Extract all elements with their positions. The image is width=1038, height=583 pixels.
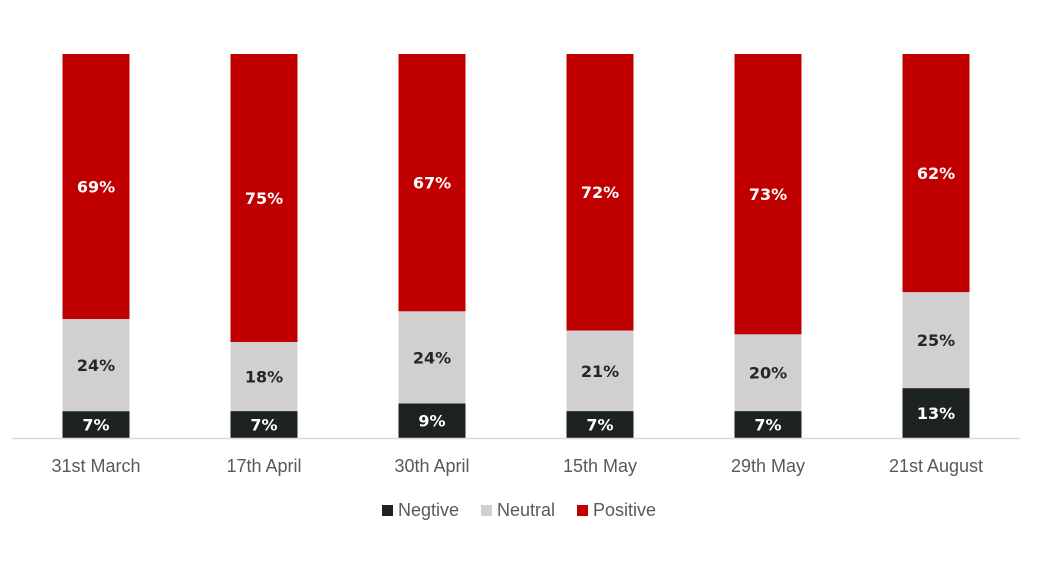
x-tick-label: 21st August (889, 456, 983, 476)
legend-swatch (577, 505, 589, 516)
x-tick-label: 31st March (51, 456, 140, 476)
bar-segment-neutral-3 (566, 330, 634, 412)
x-tick-label: 30th April (394, 456, 469, 476)
legend-item-positive: Positive (577, 500, 656, 521)
data-label-neutral-1: 18% (245, 368, 283, 387)
data-label-neutral-0: 24% (77, 356, 115, 375)
data-label-positive-2: 67% (413, 174, 451, 193)
data-label-neutral-4: 20% (749, 364, 787, 383)
legend-label: Neutral (496, 500, 556, 520)
legend-swatch (480, 505, 492, 516)
data-label-negtive-4: 7% (754, 416, 781, 435)
bar-segment-negtive-0 (62, 411, 130, 438)
bar-segment-negtive-2 (398, 403, 466, 438)
data-label-neutral-3: 21% (581, 362, 619, 381)
bar-segment-positive-3 (566, 54, 634, 331)
bar-segment-negtive-1 (230, 411, 298, 438)
data-label-positive-0: 69% (77, 178, 115, 197)
x-tick-label: 29th May (731, 456, 805, 476)
bar-segment-negtive-4 (734, 411, 802, 438)
bar-segment-neutral-2 (398, 311, 466, 404)
x-tick-label: 17th April (226, 456, 301, 476)
data-label-negtive-5: 13% (917, 404, 955, 423)
legend-label: Positive (593, 500, 657, 520)
bars-layer (62, 54, 970, 438)
legend-item-negtive: Negtive (381, 500, 459, 521)
bar-segment-positive-4 (734, 54, 802, 335)
legend-label: Negtive (397, 500, 459, 520)
data-labels-layer: 7% 24% 69% 7% 18% 75% 9% 24% 67% 7% 21% 72% 7% 20% 73%… (77, 164, 955, 435)
bar-segment-neutral-1 (230, 342, 298, 412)
bar-segment-positive-2 (398, 54, 466, 312)
data-label-neutral-2: 24% (413, 348, 451, 367)
data-label-positive-4: 73% (749, 185, 787, 204)
data-label-positive-5: 62% (917, 164, 955, 183)
legend: Negtive Neutral Positive (0, 500, 1038, 521)
data-label-positive-3: 72% (581, 183, 619, 202)
data-label-negtive-1: 7% (250, 416, 277, 435)
bar-segment-negtive-3 (566, 411, 634, 438)
legend-swatch (381, 505, 393, 516)
data-label-negtive-2: 9% (418, 412, 445, 431)
bar-segment-neutral-0 (62, 319, 130, 412)
bar-segment-positive-1 (230, 54, 298, 342)
x-tick-label: 15th May (563, 456, 637, 476)
bar-segment-positive-0 (62, 54, 130, 319)
data-label-positive-1: 75% (245, 189, 283, 208)
legend-item-neutral: Neutral (480, 500, 556, 521)
bar-segment-negtive-5 (902, 388, 970, 438)
data-label-negtive-3: 7% (586, 416, 613, 435)
bar-segment-neutral-5 (902, 292, 970, 389)
x-tick-labels: 31st March 17th April 30th April 15th May 29… (51, 456, 983, 476)
bar-segment-positive-5 (902, 54, 970, 293)
bar-segment-neutral-4 (734, 334, 802, 412)
data-label-neutral-5: 25% (917, 331, 955, 350)
data-label-negtive-0: 7% (82, 416, 109, 435)
